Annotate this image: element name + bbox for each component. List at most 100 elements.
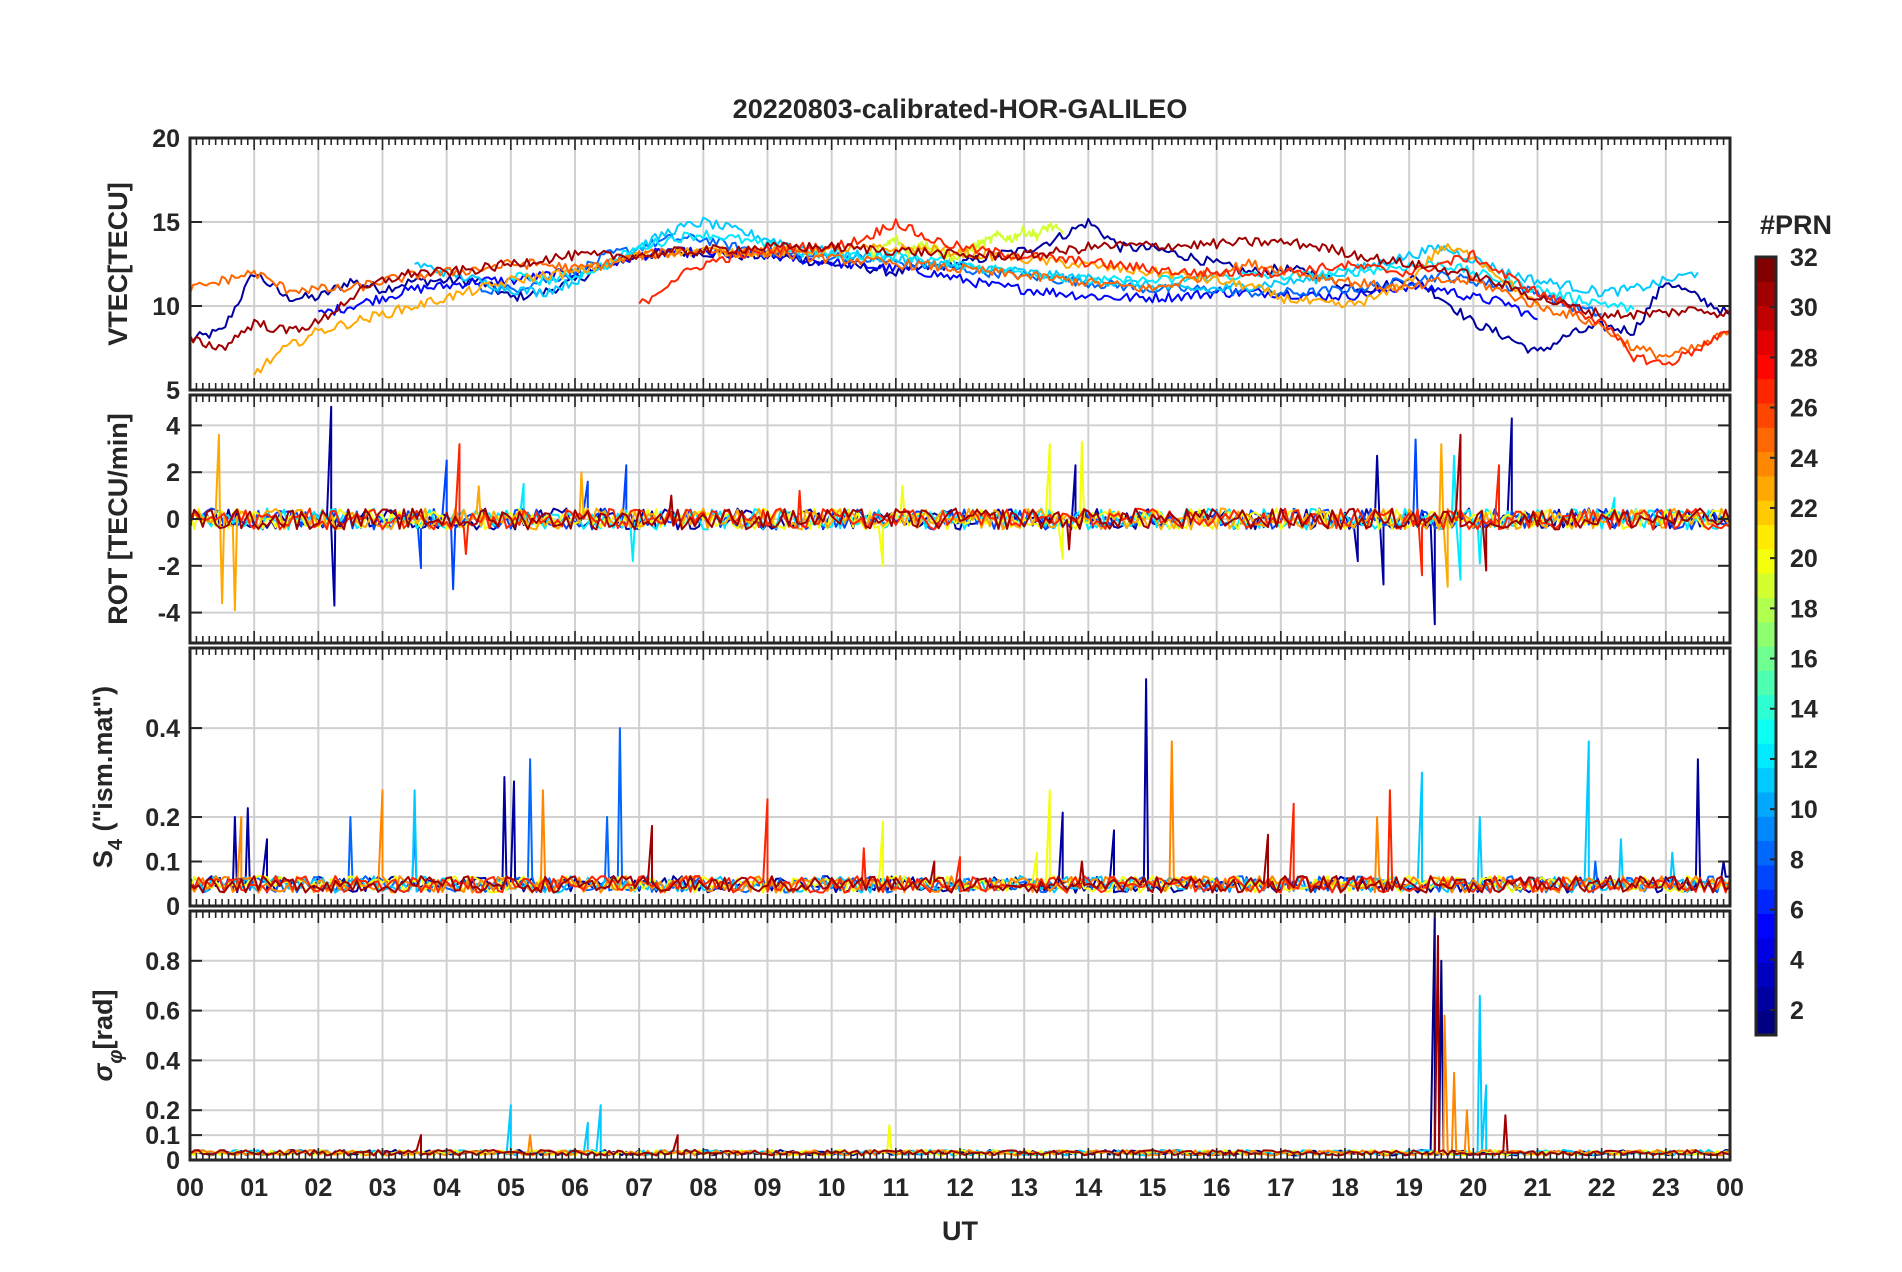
series-line-prn-24 (190, 740, 1730, 894)
series-line-prn-31 (190, 433, 1730, 572)
x-tick-label: 08 (689, 1174, 717, 1202)
colorbar-segment (1756, 1010, 1776, 1036)
x-tick-label: 20 (1459, 1174, 1487, 1202)
colorbar-segment (1756, 937, 1776, 963)
y-tick-label: 0.1 (145, 849, 180, 877)
x-tick-label: 05 (497, 1174, 525, 1202)
colorbar-tick-label: 24 (1790, 445, 1818, 473)
x-tick-label: 00 (176, 1174, 204, 1202)
series-line-prn-12 (190, 454, 1730, 581)
series-line-prn-23 (190, 433, 1730, 612)
x-tick-label: 17 (1267, 1174, 1295, 1202)
x-tick-label: 09 (754, 1174, 782, 1202)
colorbar-segment (1756, 718, 1776, 744)
colorbar-frame (1754, 255, 1778, 1037)
colorbar-tick-label: 30 (1790, 294, 1818, 322)
colorbar-segment (1756, 621, 1776, 647)
y-axis-label-main: σ (88, 1063, 118, 1082)
x-tick-label: 22 (1588, 1174, 1616, 1202)
colorbar-segment (1756, 354, 1776, 380)
x-tick-label: 01 (240, 1174, 268, 1202)
colorbar-segment (1756, 427, 1776, 453)
y-tick-label: 0 (166, 1147, 180, 1175)
colorbar-tick-label: 32 (1790, 244, 1818, 272)
x-tick-label: 14 (1074, 1174, 1102, 1202)
x-tick-label: 23 (1652, 1174, 1680, 1202)
x-tick-label: 13 (1010, 1174, 1038, 1202)
x-tick-label: 03 (369, 1174, 397, 1202)
x-tick-label: 11 (883, 1174, 910, 1202)
colorbar-segment (1756, 402, 1776, 428)
y-axis-label-subscript: φ (105, 1050, 127, 1064)
y-tick-label: 15 (152, 209, 180, 237)
colorbar-segment (1756, 743, 1776, 769)
series-line-prn-12 (510, 229, 1635, 313)
y-axis-label: VTEC[TECU] (103, 182, 133, 346)
series-group (190, 216, 1730, 376)
x-tick-label: 21 (1524, 1174, 1552, 1202)
panel-sigma_phi: 00.10.2 0.4 0.6 0.8 σφ[rad] (88, 909, 1732, 1175)
y-axis-label: σφ[rad] (88, 990, 127, 1082)
y-tick-label: 2 (166, 459, 180, 487)
colorbar-segment (1756, 962, 1776, 987)
x-tick-label: 07 (625, 1174, 653, 1202)
y-axis-label-subscript: 4 (105, 838, 127, 850)
y-tick-label: 0.8 (145, 948, 180, 976)
series-line-prn-31 (190, 236, 1730, 351)
x-tick-label: 00 (1716, 1174, 1744, 1202)
series-group (190, 405, 1730, 626)
colorbar-segment (1756, 913, 1776, 939)
colorbar-segment (1756, 305, 1776, 331)
colorbar-segment (1756, 646, 1776, 671)
y-axis-label: S4 ("ism.mat") (88, 686, 127, 868)
colorbar-segment (1756, 670, 1776, 696)
colorbar-segment (1756, 451, 1776, 477)
x-tick-label: 12 (946, 1174, 974, 1202)
colorbar-segment (1756, 816, 1776, 842)
colorbar-segment (1756, 791, 1776, 817)
colorbar-tick-label: 28 (1790, 344, 1818, 372)
colorbar-segment (1756, 767, 1776, 793)
chart-title: 20220803-calibrated-HOR-GALILEO (733, 94, 1188, 124)
series-line-prn-23 (253, 243, 1539, 376)
x-tick-label: 15 (1139, 1174, 1167, 1202)
colorbar-segment (1756, 257, 1776, 282)
colorbar-segment (1756, 329, 1776, 355)
y-axis-label-rest: ("ism.mat") (88, 686, 118, 839)
colorbar-tick-label: 26 (1790, 395, 1818, 423)
x-tick-label: 19 (1395, 1174, 1423, 1202)
y-tick-label: -2 (158, 553, 180, 581)
panel-s4: 0 0.1 0.2 0.4 S4 ("ism.mat") (88, 646, 1732, 921)
y-tick-label: 20 (152, 125, 180, 153)
y-tick-label: -4 (158, 600, 180, 628)
y-tick-label: 0.1 (145, 1122, 180, 1150)
colorbar-tick-label: 8 (1790, 846, 1804, 874)
colorbar-tick-label: 20 (1790, 545, 1818, 573)
colorbar-segment (1756, 524, 1776, 550)
y-axis-label-main: S (88, 850, 118, 868)
y-tick-label: 0.6 (145, 998, 180, 1026)
x-tick-label: 10 (818, 1174, 846, 1202)
colorbar-segment (1756, 475, 1776, 501)
colorbar-tick-label: 16 (1790, 646, 1818, 674)
y-tick-label: 0 (166, 893, 180, 921)
colorbar-tick-label: 14 (1790, 696, 1818, 724)
colorbar-segment (1756, 573, 1776, 598)
colorbar-tick-label: 12 (1790, 746, 1818, 774)
colorbar-segment (1756, 597, 1776, 623)
colorbar-label: #PRN (1760, 210, 1832, 240)
panel-rot: -4 -2 0 2 4 ROT [TECU/min] (103, 393, 1732, 645)
x-tick-label: 04 (433, 1174, 461, 1202)
series-line-prn-31 (190, 824, 1730, 894)
x-tick-label: 18 (1331, 1174, 1359, 1202)
y-tick-label: 0.4 (145, 715, 180, 743)
colorbar-segment (1756, 694, 1776, 720)
y-axis-label-rest: [rad] (88, 990, 118, 1050)
x-tick-label: 06 (561, 1174, 589, 1202)
y-tick-label: 0.2 (145, 1097, 180, 1125)
y-axis-label: ROT [TECU/min] (103, 413, 133, 624)
colorbar-tick-label: 4 (1790, 947, 1804, 975)
colorbar-tick-label: 22 (1790, 495, 1818, 523)
